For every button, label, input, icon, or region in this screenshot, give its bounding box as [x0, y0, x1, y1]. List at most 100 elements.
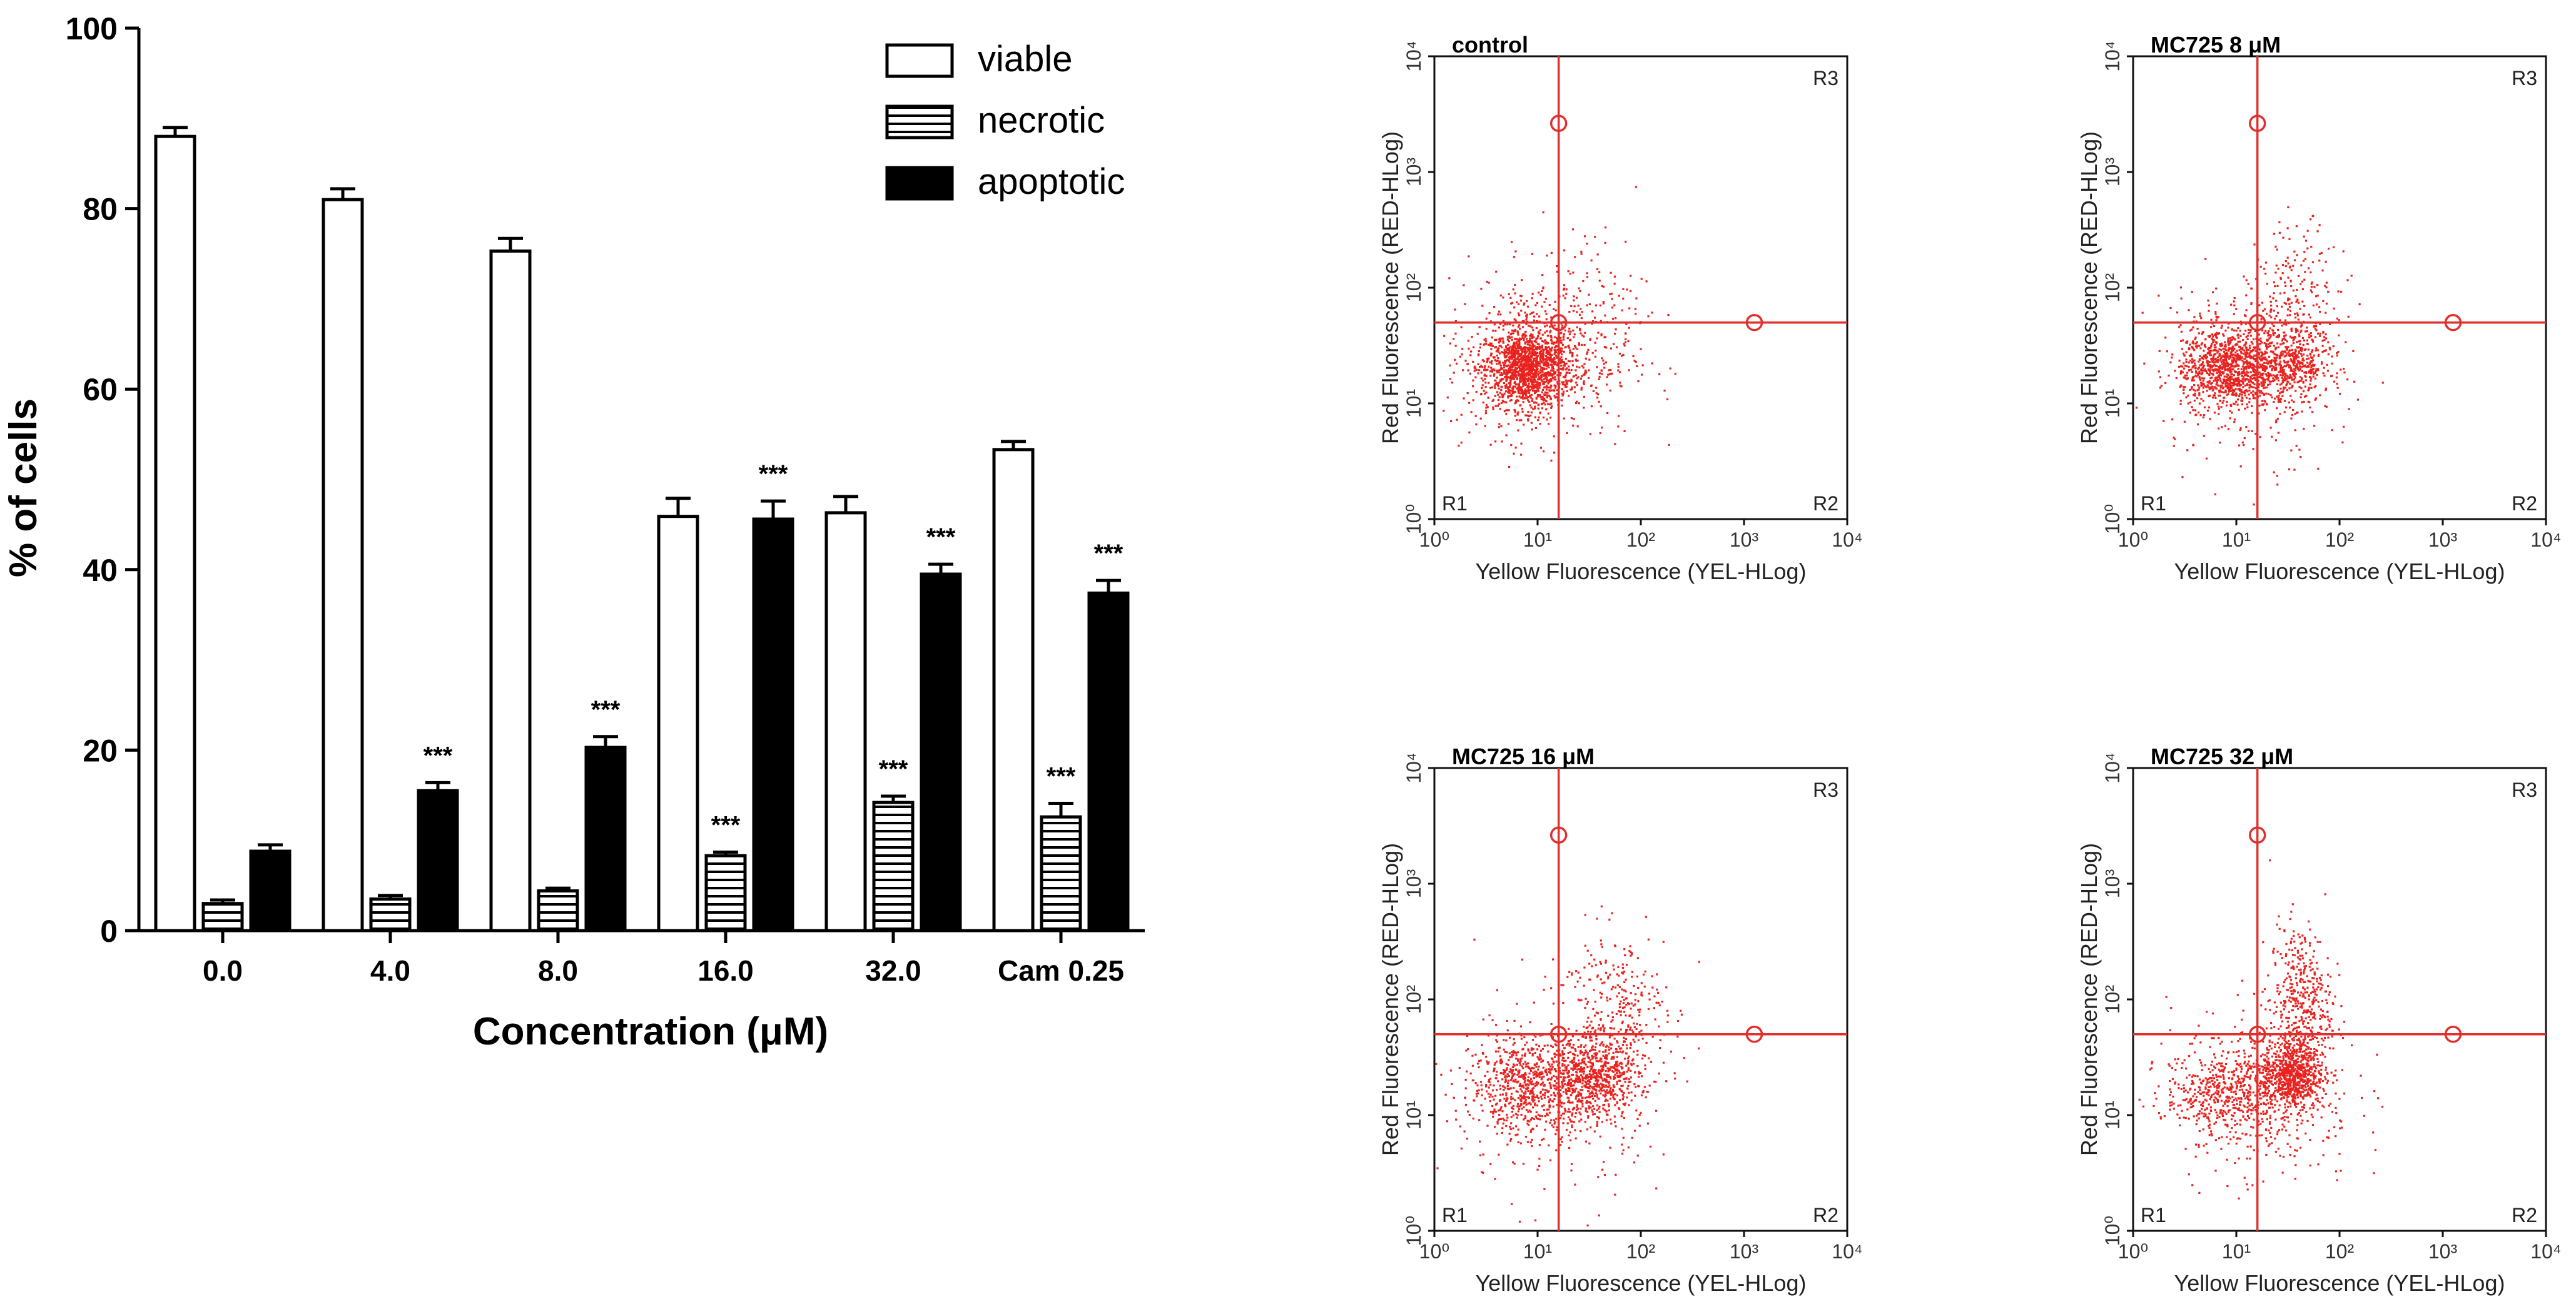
event-dot: [2253, 243, 2256, 246]
event-dot: [1545, 388, 1548, 391]
event-dot: [1576, 311, 1578, 313]
event-dot: [2251, 366, 2253, 369]
event-dot: [2179, 371, 2183, 373]
event-dot: [1541, 305, 1543, 308]
event-dot: [2229, 410, 2231, 412]
event-dot: [1526, 1119, 1529, 1122]
event-dot: [1541, 370, 1544, 373]
event-dot: [1482, 402, 1484, 404]
event-dot: [2278, 392, 2281, 395]
event-dot: [1508, 368, 1510, 371]
event-dot: [1541, 403, 1544, 405]
event-dot: [1521, 320, 1524, 323]
event-dot: [1595, 1071, 1598, 1074]
event-dot: [2310, 380, 2312, 382]
event-dot: [2202, 400, 2204, 402]
event-dot: [2221, 391, 2223, 393]
event-dot: [1535, 1043, 1538, 1046]
event-dot: [2246, 383, 2249, 385]
event-dot: [2194, 336, 2197, 339]
event-dot: [2244, 394, 2246, 397]
event-dot: [2239, 340, 2241, 343]
event-dot: [1484, 385, 1487, 388]
event-dot: [2317, 355, 2320, 358]
event-dot: [2277, 432, 2279, 434]
gate-handle[interactable]: [2248, 114, 2266, 133]
gate-handle[interactable]: [2444, 313, 2462, 331]
event-dot: [1505, 356, 1508, 358]
x-tick-label: 0.0: [203, 954, 243, 987]
event-dot: [2235, 378, 2238, 380]
event-dot: [1498, 387, 1500, 390]
event-dot: [1518, 341, 1521, 344]
event-dot: [2243, 390, 2246, 392]
event-dot: [2225, 356, 2228, 359]
event-dot: [1497, 1109, 1500, 1112]
event-dot: [1534, 370, 1536, 373]
event-dot: [1536, 301, 1539, 305]
bar-series: ************************: [154, 126, 1130, 932]
event-dot: [2219, 343, 2223, 346]
bar-apoptotic: [584, 745, 627, 932]
event-dot: [1539, 393, 1541, 397]
event-dot: [2192, 379, 2194, 382]
event-dot: [1554, 309, 1557, 311]
event-dot: [1543, 1096, 1546, 1099]
event-dot: [2258, 404, 2261, 407]
event-dot: [1531, 398, 1534, 400]
event-dot: [1523, 1086, 1525, 1089]
event-dot: [2323, 375, 2326, 377]
event-dot: [1542, 350, 1544, 353]
event-dot: [1541, 388, 1544, 392]
event-dot: [1539, 365, 1541, 368]
event-dot: [1546, 377, 1548, 379]
event-dot: [1543, 372, 1546, 375]
gate-handle[interactable]: [1549, 313, 1568, 331]
event-dot: [1532, 311, 1534, 314]
event-dot: [2276, 342, 2279, 345]
event-dot: [2276, 395, 2278, 398]
event-dot: [2263, 403, 2265, 405]
event-dot: [1501, 337, 1504, 340]
gate-handle[interactable]: [2248, 313, 2266, 331]
event-dot: [2271, 341, 2273, 344]
event-dot: [2293, 378, 2295, 381]
event-dot: [1569, 388, 1572, 391]
event-dot: [2290, 368, 2293, 370]
gate-handle[interactable]: [1549, 114, 1568, 133]
event-dot: [1521, 1054, 1524, 1057]
event-dot: [2312, 359, 2315, 361]
event-dot: [2277, 397, 2280, 400]
event-dot: [1512, 1108, 1514, 1110]
event-dot: [1584, 371, 1586, 374]
gate-handle[interactable]: [1745, 313, 1763, 331]
event-dot: [2209, 335, 2211, 337]
event-dot: [1523, 362, 1526, 365]
event-dot: [1588, 293, 1590, 296]
event-dot: [2264, 373, 2268, 376]
event-dot: [1507, 397, 1509, 399]
event-dot: [1523, 1076, 1526, 1079]
event-dot: [1591, 310, 1594, 313]
event-dot: [1473, 366, 1476, 369]
event-dot: [2284, 334, 2287, 336]
event-dot: [1567, 270, 1569, 273]
event-dot: [1534, 360, 1536, 362]
event-dot: [1556, 270, 1559, 273]
event-dot: [1573, 295, 1575, 298]
event-dot: [1531, 383, 1533, 386]
event-dot: [1469, 372, 1471, 375]
event-dot: [2230, 365, 2233, 367]
event-dot: [2279, 370, 2281, 373]
event-dot: [2237, 358, 2239, 361]
event-dot: [2316, 230, 2319, 233]
event-dot: [2231, 412, 2233, 414]
event-dot: [2274, 363, 2277, 366]
event-dot: [1576, 384, 1579, 387]
event-dot: [1614, 1121, 1616, 1123]
event-dot: [2215, 335, 2218, 338]
event-dot: [2293, 370, 2295, 373]
event-dot: [1589, 338, 1591, 341]
event-dot: [1613, 275, 1616, 278]
event-dot: [2325, 302, 2328, 305]
